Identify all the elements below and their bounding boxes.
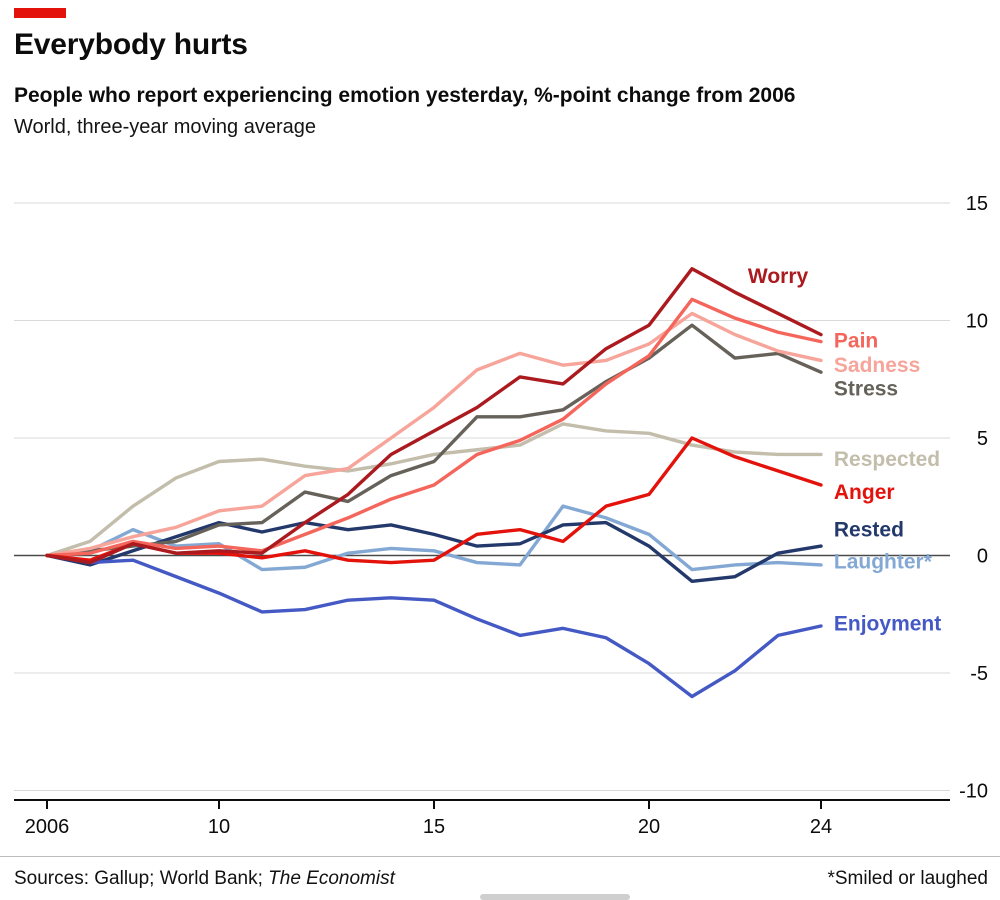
chart-subtitle: People who report experiencing emotion y…	[14, 84, 796, 107]
chart-title: Everybody hurts	[14, 28, 248, 61]
line-chart-svg: 15 10 5 0 -5 -10 2006 10 15 20 24 Respected Laughter…	[14, 193, 988, 838]
series-line-worry	[45, 267, 823, 565]
sources-publication: The Economist	[268, 868, 395, 889]
series-label-sadness: Sadness	[834, 354, 920, 377]
series-line-laughter	[45, 504, 823, 572]
series-label-laughter: Laughter*	[834, 550, 933, 573]
x-axis-tick-label: 15	[423, 816, 445, 838]
series-line-sadness	[45, 311, 823, 558]
chart-subtitle-note: World, three-year moving average	[14, 116, 316, 138]
sources-prefix: Sources: Gallup; World Bank;	[14, 868, 269, 889]
series-label-pain: Pain	[834, 329, 878, 352]
series-line-enjoyment	[45, 553, 823, 699]
series-line-respected	[45, 422, 823, 558]
x-axis-tick-label: 20	[638, 816, 660, 838]
y-axis-tick-label: 0	[977, 546, 988, 568]
footnote-text: *Smiled or laughed	[827, 868, 988, 889]
series-label-anger: Anger	[834, 481, 895, 504]
y-axis-tick-label: 5	[977, 428, 988, 450]
series-label-enjoyment: Enjoyment	[834, 613, 941, 636]
y-axis-tick-label: 15	[966, 193, 988, 215]
series-line-rested	[45, 520, 823, 584]
footer-divider	[0, 856, 1000, 857]
y-axis-tick-label: 10	[966, 311, 988, 333]
y-axis-tick-label: -5	[970, 663, 988, 685]
series-label-worry: Worry	[748, 265, 809, 288]
series-label-stress: Stress	[834, 378, 898, 401]
x-axis-tick-label: 2006	[25, 816, 70, 838]
series-label-rested: Rested	[834, 519, 904, 542]
sources-text: Sources: Gallup; World Bank; The Economi…	[14, 868, 395, 890]
series-label-respected: Respected	[834, 448, 940, 471]
series-line-stress	[45, 323, 823, 558]
economist-red-tab	[14, 8, 66, 18]
x-axis-tick-label: 24	[810, 816, 832, 838]
x-axis-tick-label: 10	[208, 816, 230, 838]
window-resize-handle	[480, 894, 630, 900]
series-line-pain	[45, 297, 823, 558]
y-axis-tick-label: -10	[959, 781, 988, 803]
